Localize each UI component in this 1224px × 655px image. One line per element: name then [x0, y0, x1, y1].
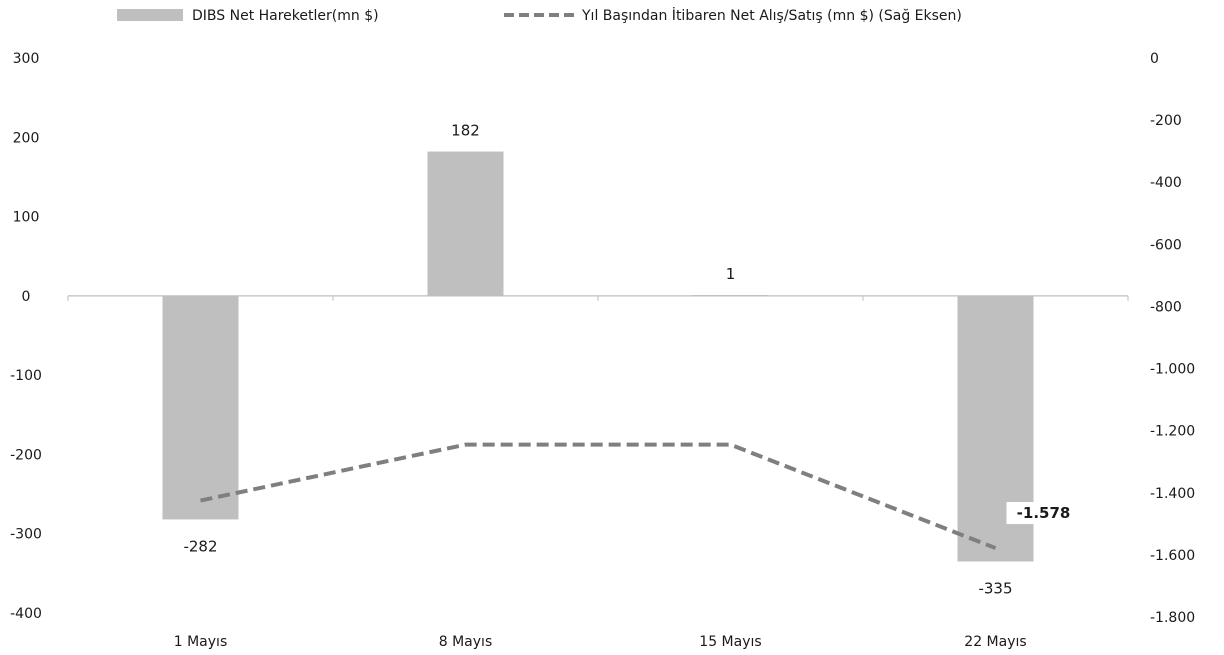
- left-tick-label: 200: [13, 130, 40, 146]
- bar-data-label: 182: [451, 122, 480, 140]
- right-tick-label: 0: [1150, 51, 1159, 67]
- right-tick-label: -400: [1150, 175, 1182, 191]
- line-data-label: -1.578: [1017, 504, 1071, 522]
- left-tick-label: -300: [10, 527, 42, 543]
- left-tick-label: -200: [10, 447, 42, 463]
- legend-swatch-bars: [117, 9, 183, 21]
- line-path: [200, 442, 997, 550]
- left-tick-label: -400: [10, 606, 42, 622]
- x-axis-label: 8 Mayıs: [439, 634, 492, 650]
- bar-data-label: -335: [978, 579, 1012, 597]
- left-tick-label: -100: [10, 368, 42, 384]
- x-axis-labels: 1 Mayıs 8 Mayıs 15 Mayıs 22 Mayıs: [174, 634, 1027, 650]
- right-tick-label: -1.600: [1150, 548, 1195, 564]
- bar-data-label: -282: [183, 537, 217, 555]
- bar-data-label: 1: [726, 265, 736, 283]
- right-tick-label: -1.200: [1150, 424, 1195, 440]
- x-axis-label: 15 Mayıs: [699, 634, 761, 650]
- legend: DIBS Net Hareketler(mn $) Yıl Başından İt…: [117, 6, 962, 24]
- left-tick-label: 100: [13, 210, 40, 226]
- left-axis-ticks: 300 200 100 0 -100 -200 -300 -400: [10, 51, 42, 622]
- right-tick-label: -800: [1150, 299, 1182, 315]
- x-axis-label: 1 Mayıs: [174, 634, 227, 650]
- right-tick-label: -600: [1150, 237, 1182, 253]
- right-tick-label: -200: [1150, 113, 1182, 129]
- line-data-label-bg: [1006, 502, 1081, 525]
- left-tick-label: 300: [13, 51, 40, 67]
- x-axis-tick-marks: [67, 295, 1129, 301]
- right-axis-ticks: 0 -200 -400 -600 -800 -1.000 -1.200 -1.400 -1.60…: [1150, 51, 1195, 626]
- right-tick-label: -1.800: [1150, 610, 1195, 626]
- x-axis-label: 22 Mayıs: [964, 634, 1026, 650]
- line-series: [200, 442, 997, 550]
- right-tick-label: -1.000: [1150, 362, 1195, 378]
- bar-series: [162, 151, 1034, 562]
- legend-label-line: Yıl Başından İtibaren Net Alış/Satış (mn…: [581, 6, 962, 24]
- legend-label-bars: DIBS Net Hareketler(mn $): [192, 8, 379, 24]
- right-tick-label: -1.400: [1150, 486, 1195, 502]
- bar: [162, 295, 239, 520]
- data-labels: -282 182 1 -335 -1.578: [183, 122, 1081, 597]
- left-tick-label: 0: [22, 289, 31, 305]
- bar: [427, 151, 504, 296]
